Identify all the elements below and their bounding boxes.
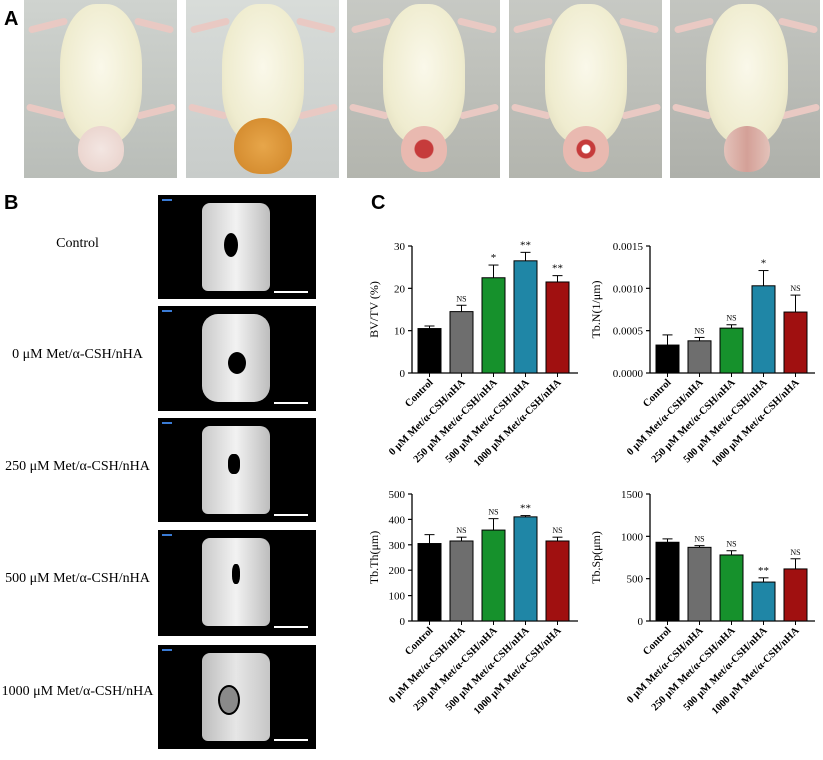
y-tick-label: 0 [638, 616, 644, 628]
significance-label: * [491, 252, 497, 264]
y-tick-label: 400 [389, 514, 406, 526]
y-tick-label: 100 [389, 591, 406, 603]
significance-label: ** [520, 239, 531, 251]
rat-photo-3 [347, 0, 500, 178]
bar [513, 260, 538, 374]
rat-photo-2 [186, 0, 339, 178]
y-tick-label: 0.0015 [613, 241, 644, 253]
y-tick-label: 10 [394, 326, 406, 338]
bar [449, 311, 474, 374]
chart-tbsp: 0 500 1000 1500 Tb.Sp(μm) Control NS 0 μM Met/α… [589, 484, 816, 729]
y-axis-label: Tb.Th(μm) [367, 531, 381, 584]
y-axis-label: Tb.N(1/μm) [590, 280, 603, 338]
y-axis-label: Tb.Sp(μm) [590, 531, 603, 584]
significance-label: NS [488, 508, 498, 517]
significance-label: NS [552, 526, 562, 535]
bar [719, 327, 744, 374]
ct-image-0um [158, 306, 316, 411]
y-tick-label: 1500 [621, 489, 644, 501]
row-label-0um: 0 μM Met/α-CSH/nHA [12, 347, 143, 362]
bar [449, 540, 474, 622]
row-label-control: Control [56, 236, 99, 251]
significance-label: ** [552, 263, 563, 275]
y-tick-label: 300 [389, 540, 406, 552]
row-label-250um: 250 μM Met/α-CSH/nHA [5, 459, 150, 474]
y-tick-label: 0.0010 [613, 283, 644, 295]
significance-label: NS [790, 284, 800, 293]
chart-tbn: 0.0000 0.0005 0.0010 0.0015 Tb.N(1/μm) Contro… [589, 236, 816, 481]
ct-image-250um [158, 418, 316, 522]
bar [719, 554, 744, 622]
significance-label: NS [726, 314, 736, 323]
bar [481, 529, 506, 622]
y-tick-label: 0 [400, 616, 406, 628]
bar [481, 277, 506, 374]
bar [655, 344, 680, 374]
bar [513, 516, 538, 622]
x-tick-label: Control [641, 377, 673, 409]
y-tick-label: 30 [394, 241, 406, 253]
panel-label-c: C [371, 192, 386, 214]
y-tick-label: 20 [394, 283, 406, 295]
significance-label: * [761, 258, 767, 270]
panel-label-a: A [4, 8, 19, 30]
x-tick-label: Control [403, 377, 435, 409]
bar [783, 568, 808, 622]
x-tick-label: Control [403, 625, 435, 657]
bar [783, 311, 808, 374]
significance-label: ** [520, 503, 531, 515]
y-tick-label: 0.0005 [613, 326, 644, 338]
y-tick-label: 500 [627, 574, 644, 586]
ct-image-500um [158, 530, 316, 636]
y-axis-label: BV/TV (%) [367, 281, 381, 338]
bar [687, 340, 712, 374]
rat-photo-1 [24, 0, 177, 178]
bar [751, 285, 776, 374]
bar [545, 540, 570, 622]
significance-label: NS [726, 540, 736, 549]
significance-label: NS [456, 526, 466, 535]
significance-label: NS [456, 294, 466, 303]
y-tick-label: 200 [389, 565, 406, 577]
rat-photo-5 [670, 0, 820, 178]
x-tick-label: Control [641, 625, 673, 657]
bar [417, 543, 442, 622]
bar [751, 581, 776, 622]
significance-label: ** [758, 565, 769, 577]
row-label-1000um: 1000 μM Met/α-CSH/nHA [1, 684, 154, 699]
row-label-500um: 500 μM Met/α-CSH/nHA [5, 571, 150, 586]
chart-bvtv: 0 10 20 30 BV/TV (%) Control NS 0 μM Met/α-CSH/… [360, 236, 585, 481]
rat-photo-4 [509, 0, 662, 178]
bar [545, 281, 570, 374]
y-tick-label: 1000 [621, 531, 644, 543]
y-tick-label: 500 [389, 489, 406, 501]
ct-image-1000um [158, 645, 316, 749]
chart-tbth: 0 100 200 300 400 500 Tb.Th(μm) Control NS 0 μM M… [360, 484, 585, 729]
significance-label: NS [790, 548, 800, 557]
y-tick-label: 0.0000 [613, 368, 644, 380]
significance-label: NS [694, 535, 704, 544]
panel-label-b: B [4, 192, 19, 214]
bar [417, 328, 442, 374]
y-tick-label: 0 [400, 368, 406, 380]
significance-label: NS [694, 326, 704, 335]
bar [655, 541, 680, 622]
ct-image-control [158, 195, 316, 299]
bar [687, 546, 712, 622]
